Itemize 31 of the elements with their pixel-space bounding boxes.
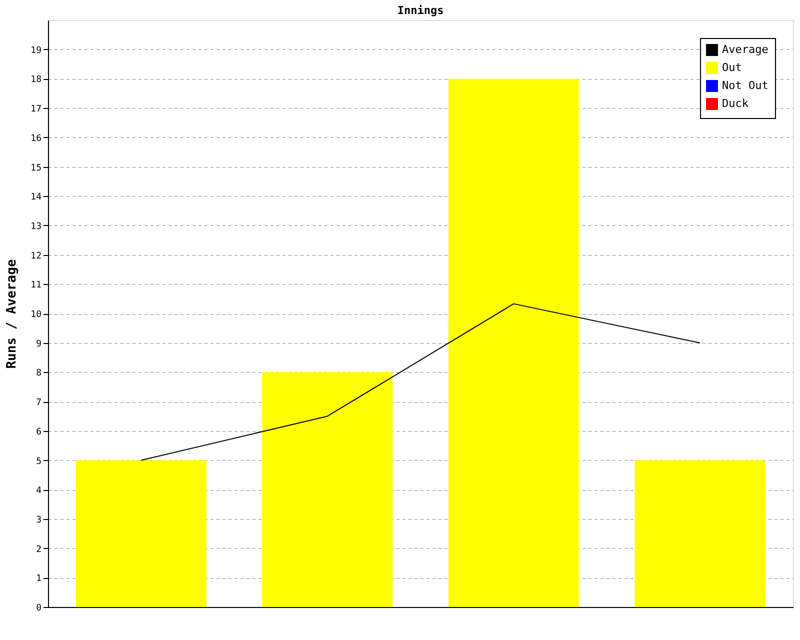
bar bbox=[634, 460, 766, 607]
y-tick-label: 14 bbox=[30, 192, 42, 203]
legend-label: Duck bbox=[722, 97, 749, 110]
y-tick-label: 9 bbox=[36, 339, 42, 350]
y-tick-label: 12 bbox=[30, 251, 42, 262]
y-tick-label: 0 bbox=[36, 604, 42, 614]
y-tick-label: 6 bbox=[36, 427, 42, 438]
y-tick-label: 2 bbox=[36, 544, 42, 555]
y-tick-label: 1 bbox=[36, 574, 42, 584]
line-series bbox=[140, 303, 700, 461]
bar bbox=[448, 78, 579, 607]
y-tick-label: 18 bbox=[30, 75, 42, 86]
bar bbox=[76, 460, 206, 607]
chart-title: Innings bbox=[397, 4, 444, 17]
legend-label: Not Out bbox=[722, 79, 768, 92]
y-tick-label: 19 bbox=[30, 46, 42, 56]
y-tick-label: 13 bbox=[30, 222, 42, 232]
y-tick-label: 15 bbox=[30, 163, 42, 174]
bar bbox=[262, 372, 393, 607]
y-tick-label: 10 bbox=[30, 310, 42, 320]
y-tick-label: 11 bbox=[30, 280, 42, 291]
y-tick-label: 4 bbox=[36, 486, 42, 496]
legend-label: Average bbox=[722, 43, 768, 56]
y-axis-title: Runs / Average bbox=[4, 259, 20, 369]
y-tick-label: 17 bbox=[30, 104, 42, 115]
y-tick-label: 7 bbox=[36, 398, 42, 408]
y-tick-label: 8 bbox=[36, 368, 42, 379]
y-tick-label: 3 bbox=[36, 515, 42, 526]
legend-label: Out bbox=[722, 61, 742, 74]
y-tick-label: 5 bbox=[36, 456, 42, 467]
y-tick-label: 16 bbox=[30, 134, 42, 144]
